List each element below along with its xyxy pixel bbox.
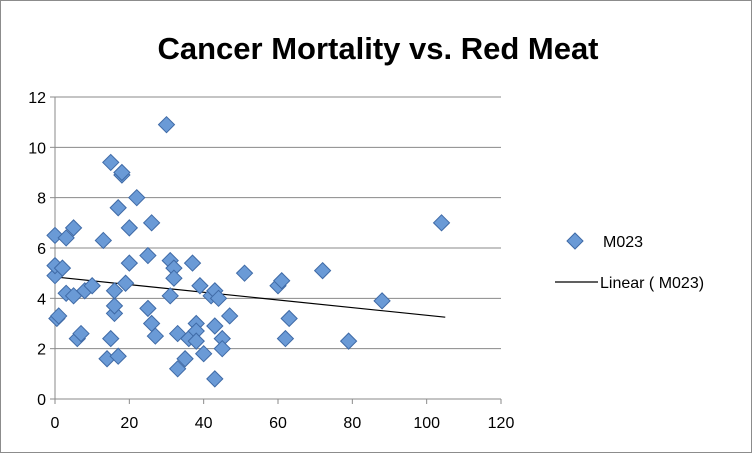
data-point bbox=[165, 269, 183, 287]
data-point bbox=[109, 347, 127, 365]
data-point bbox=[113, 163, 131, 182]
data-point bbox=[206, 317, 224, 335]
data-point bbox=[161, 287, 179, 305]
y-tick-label: 12 bbox=[28, 90, 46, 107]
y-tick-label: 10 bbox=[28, 140, 46, 157]
data-point bbox=[116, 274, 135, 292]
legend-label-m023: M023 bbox=[603, 234, 643, 251]
data-point bbox=[187, 332, 205, 350]
data-point bbox=[64, 219, 83, 237]
data-point bbox=[168, 324, 187, 343]
data-point bbox=[146, 327, 165, 345]
y-tick-label: 8 bbox=[37, 191, 46, 208]
legend: M023 Linear ( M023) bbox=[555, 232, 704, 292]
data-point bbox=[142, 214, 161, 232]
gridlines bbox=[55, 96, 501, 350]
data-point bbox=[235, 264, 254, 282]
data-point bbox=[46, 226, 64, 245]
data-point bbox=[194, 344, 213, 363]
data-point bbox=[57, 229, 75, 247]
data-point bbox=[102, 153, 120, 172]
axes bbox=[50, 96, 502, 404]
legend-diamond-icon bbox=[566, 232, 584, 250]
data-point bbox=[142, 314, 161, 333]
x-tick-label: 60 bbox=[269, 415, 287, 432]
data-point bbox=[102, 329, 120, 348]
data-point bbox=[105, 297, 124, 315]
data-point bbox=[94, 231, 113, 250]
x-tick-label: 20 bbox=[120, 415, 138, 432]
y-tick-label: 2 bbox=[37, 342, 46, 359]
data-point bbox=[191, 277, 209, 295]
data-point bbox=[209, 289, 228, 308]
data-point bbox=[83, 277, 101, 295]
legend-label-trendline: Linear ( M023) bbox=[600, 275, 704, 292]
data-point bbox=[128, 188, 146, 207]
data-point bbox=[276, 329, 295, 348]
data-point bbox=[220, 307, 239, 325]
data-point bbox=[109, 199, 127, 217]
data-point bbox=[105, 282, 124, 300]
chart-title: Cancer Mortality vs. Red Meat bbox=[157, 31, 598, 66]
data-point bbox=[120, 219, 139, 237]
data-point bbox=[139, 246, 157, 265]
data-point bbox=[176, 350, 194, 368]
data-point bbox=[280, 309, 298, 328]
x-tick-label: 40 bbox=[195, 415, 213, 432]
data-point bbox=[72, 324, 90, 343]
data-point bbox=[139, 299, 157, 318]
data-point bbox=[373, 292, 391, 310]
data-points bbox=[46, 115, 451, 388]
x-tick-label: 100 bbox=[413, 415, 440, 432]
x-tick-label: 120 bbox=[488, 415, 515, 432]
data-point bbox=[206, 370, 224, 388]
y-tick-label: 6 bbox=[37, 241, 46, 258]
data-point bbox=[432, 214, 451, 232]
data-point bbox=[120, 254, 139, 272]
x-tick-label: 0 bbox=[51, 415, 60, 432]
data-point bbox=[313, 261, 332, 280]
x-tick-label: 80 bbox=[343, 415, 361, 432]
data-point bbox=[273, 272, 291, 290]
data-point bbox=[53, 259, 72, 277]
data-point bbox=[50, 307, 68, 325]
data-point bbox=[183, 254, 202, 272]
data-point bbox=[213, 339, 231, 358]
data-point bbox=[157, 115, 176, 134]
data-point bbox=[168, 360, 187, 378]
y-tick-label: 0 bbox=[37, 392, 46, 409]
data-point bbox=[339, 332, 358, 350]
legend-marker-m023 bbox=[566, 232, 584, 250]
y-tick-label: 4 bbox=[37, 291, 46, 308]
